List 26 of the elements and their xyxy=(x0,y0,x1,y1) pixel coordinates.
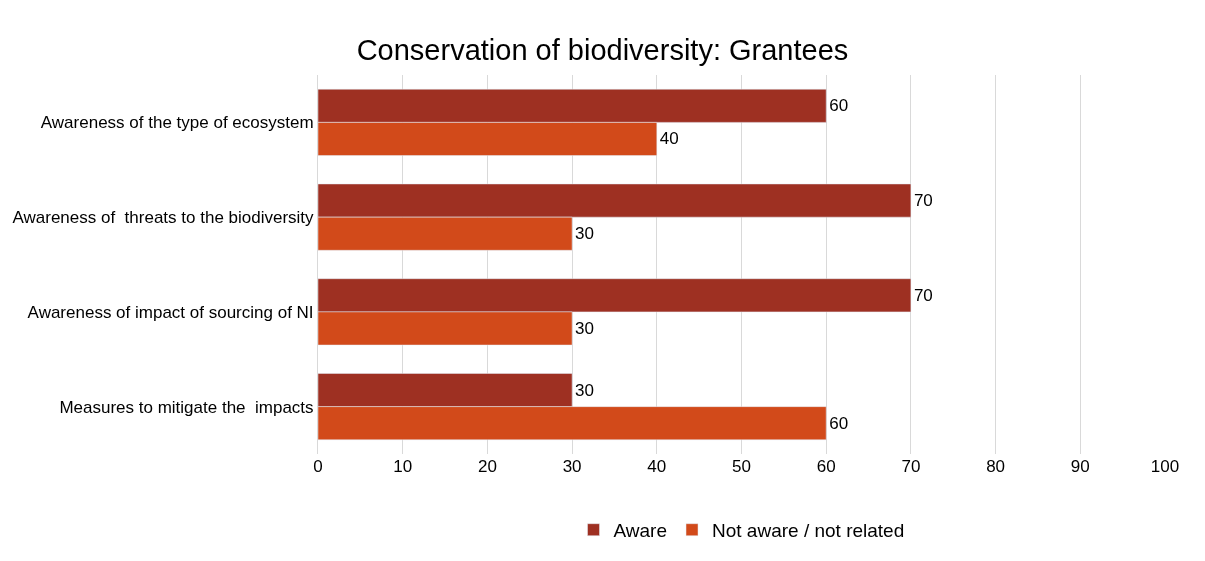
data-label: 70 xyxy=(913,285,933,305)
x-tick-label: 80 xyxy=(986,457,1006,476)
x-tick-label: 30 xyxy=(562,457,582,476)
x-tick-label: 70 xyxy=(901,457,921,476)
x-tick-label: 0 xyxy=(313,457,323,476)
legend-label: Aware xyxy=(613,520,668,542)
x-tick-label: 40 xyxy=(647,457,667,476)
data-label: 30 xyxy=(575,380,595,400)
data-label: 60 xyxy=(829,413,849,433)
data-label: 30 xyxy=(575,318,595,338)
x-tick-label: 100 xyxy=(1150,457,1180,476)
data-label: 30 xyxy=(575,224,595,244)
x-tick-label: 20 xyxy=(477,457,497,476)
y-tick-label: Measures to mitigate the impacts xyxy=(59,397,314,417)
chart-title: Conservation of biodiversity: Grantees xyxy=(356,33,849,66)
x-tick-label: 50 xyxy=(732,457,751,476)
x-tick-label: 90 xyxy=(1070,457,1090,476)
y-tick-label: Awareness of the type of ecosystem xyxy=(40,113,314,133)
data-label: 40 xyxy=(659,129,679,149)
x-tick-label: 60 xyxy=(816,457,836,476)
x-tick-label: 10 xyxy=(393,457,413,476)
y-tick-label: Awareness of impact of sourcing of NI xyxy=(27,302,314,322)
y-tick-label: Awareness of threats to the biodiversity xyxy=(12,208,315,228)
data-label: 60 xyxy=(829,96,849,116)
data-label: 70 xyxy=(913,191,933,211)
legend-label: Not aware / not related xyxy=(712,520,905,542)
